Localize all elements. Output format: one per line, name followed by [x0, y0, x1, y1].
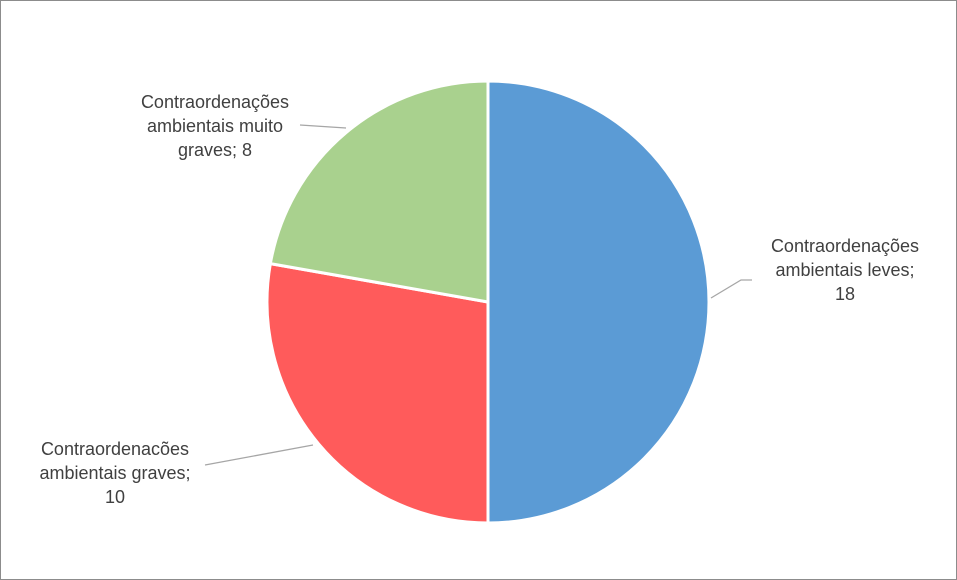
leader-line-graves [204, 444, 314, 466]
data-label-leves-value: 18 [834, 284, 856, 304]
pie-slice-muito-graves [268, 79, 490, 304]
data-label-muito-graves: Contraordenações ambientais muito graves… [100, 90, 330, 162]
leader-line-leves [710, 279, 752, 299]
pie-slice-leves [486, 79, 711, 525]
pie-slices [265, 79, 711, 525]
data-label-muito-graves-value: graves; 8 [177, 140, 253, 160]
leader-line-muito-graves [299, 124, 347, 129]
data-label-graves-line1: Contraordenacões [40, 439, 190, 459]
data-label-leves-line2: ambientais leves; [775, 260, 915, 280]
data-label-muito-graves-line2: ambientais muito [146, 116, 284, 136]
data-label-muito-graves-line1: Contraordenações [140, 92, 290, 112]
data-label-graves: Contraordenacões ambientais graves; 10 [10, 437, 220, 509]
leader-lines [204, 124, 752, 466]
data-label-graves-line2: ambientais graves; [39, 463, 191, 483]
pie-slice-graves [265, 262, 490, 525]
data-label-leves: Contraordenações ambientais leves; 18 [740, 234, 950, 306]
data-label-graves-value: 10 [104, 487, 126, 507]
data-label-leves-line1: Contraordenações [770, 236, 920, 256]
